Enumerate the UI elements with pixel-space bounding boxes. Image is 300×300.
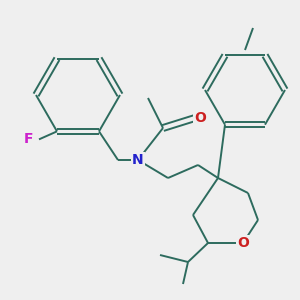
Text: F: F [24,132,34,146]
Text: O: O [237,236,249,250]
Text: N: N [132,153,144,167]
Text: O: O [194,111,206,125]
